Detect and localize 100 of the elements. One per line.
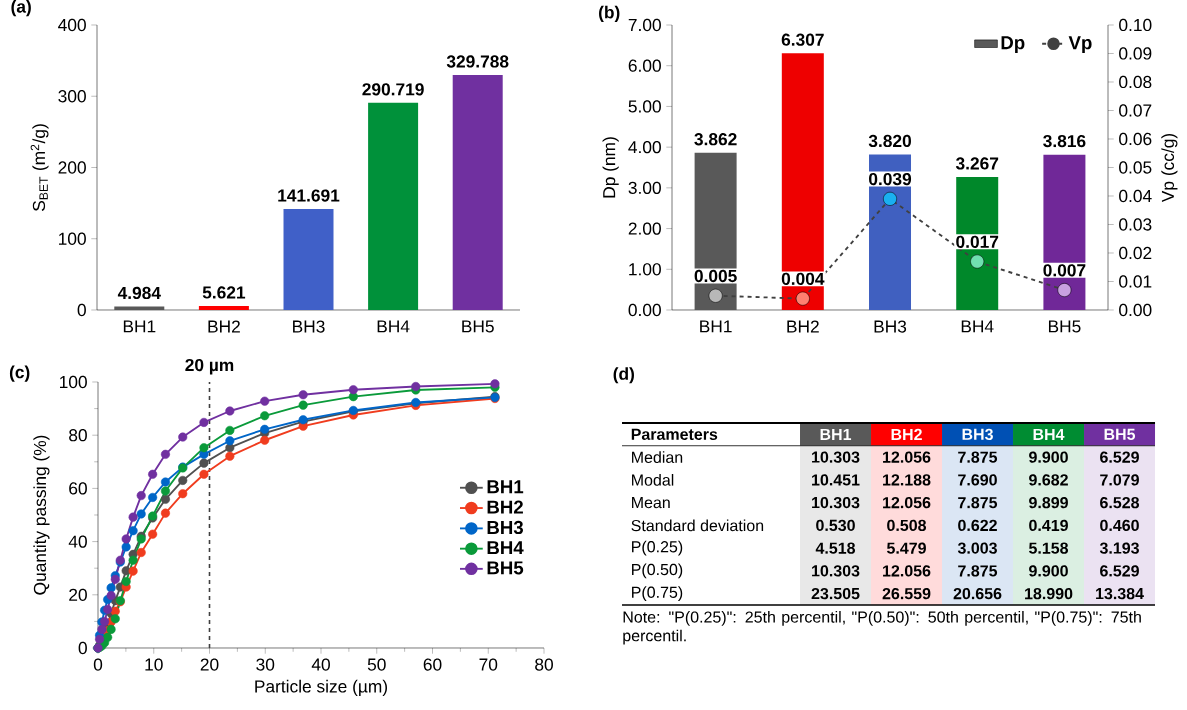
x-tick-label: 60 [423, 658, 442, 671]
y-tick-label: 0 [77, 303, 86, 317]
text: 7.690 [958, 474, 997, 486]
x-tick-label: BH5 [1048, 320, 1081, 333]
text: 12.056 [883, 451, 931, 463]
data-label: 4.984 [117, 286, 161, 300]
text: 6.529 [1100, 451, 1139, 463]
category-label: Standard deviation [631, 519, 764, 532]
x-tick-label: 30 [256, 658, 275, 671]
legend-label: Dp [1001, 36, 1025, 53]
text: 0.508 [887, 519, 927, 532]
x-tick-label: BH2 [787, 320, 819, 333]
text: 13.384 [1096, 587, 1144, 600]
x-tick-label: BH3 [874, 320, 907, 333]
text: 12.056 [883, 496, 931, 509]
text: 7.875 [958, 565, 998, 577]
category-label: P(0.25) [632, 540, 683, 556]
x-tick-label: BH4 [961, 320, 994, 333]
text: 9.682 [1029, 474, 1068, 486]
y2-tick-label: 0.03 [1119, 218, 1152, 231]
y2-tick-label: 0.01 [1119, 275, 1152, 288]
text: 10.303 [812, 496, 860, 509]
y-tick-label: 1.00 [629, 263, 661, 276]
text: 0.622 [958, 519, 997, 532]
y-axis-title: Dp (nm) [602, 137, 619, 198]
category-label: BH2 [891, 428, 922, 440]
x-tick-label: BH3 [293, 320, 325, 333]
y-tick-label: 5.00 [628, 100, 661, 113]
text: 9.900 [1029, 451, 1068, 463]
text: 3.193 [1099, 542, 1139, 554]
y-tick-label: 20 [69, 588, 87, 601]
y-tick-label: 80 [69, 429, 87, 442]
text: 0.530 [816, 519, 855, 532]
chart-title: (a) [11, 0, 31, 17]
data-label: 0.039 [869, 172, 912, 186]
legend-label: BH2 [487, 500, 523, 514]
y2-tick-label: 0.05 [1119, 161, 1152, 174]
data-label: 3.267 [955, 157, 999, 170]
y-tick-label: 4.00 [628, 141, 661, 154]
x-tick-label: BH1 [123, 320, 156, 333]
data-label: 0.007 [1043, 264, 1086, 277]
text: 6.528 [1100, 496, 1140, 509]
x-tick-label: 10 [145, 658, 163, 671]
data-label: 290.719 [362, 83, 424, 96]
y2-axis-title: Vp (cc/g) [1161, 133, 1178, 203]
y2-tick-label: 0.04 [1119, 189, 1152, 203]
y-tick-label: 60 [69, 482, 87, 495]
text: 3.003 [957, 542, 997, 554]
x-tick-label: 80 [535, 658, 553, 671]
data-label: 3.862 [694, 133, 737, 146]
chart-title: (c) [9, 365, 30, 382]
x-tick-label: 70 [479, 658, 498, 671]
text: (d) [613, 367, 634, 384]
data-label: 6.307 [781, 33, 824, 46]
x-tick-label: BH4 [377, 320, 410, 333]
x-tick-label: 20 [200, 658, 219, 671]
data-label: 0.004 [781, 272, 825, 285]
y2-tick-label: 0.10 [1119, 18, 1152, 32]
y-tick-label: 2.00 [628, 222, 661, 235]
data-label: 3.816 [1043, 134, 1086, 148]
x-tick-label: 50 [367, 658, 386, 671]
y-axis-title: Quantity passing (%) [33, 435, 50, 595]
text: 9.899 [1029, 496, 1068, 509]
y-tick-label: 100 [60, 375, 87, 389]
category-label: BH1 [820, 428, 852, 440]
y-tick-label: 0 [78, 641, 87, 655]
text: 26.559 [882, 587, 931, 600]
y-tick-label: 0.00 [628, 303, 661, 317]
text: 9.900 [1029, 565, 1068, 577]
data-label: 141.691 [278, 189, 340, 202]
y-axis-title: S$_{BET}$ (m$^{2}$/g) [30, 124, 49, 211]
y-tick-label: 400 [58, 18, 86, 32]
legend-label: BH3 [487, 520, 524, 535]
legend-label: Vp [1068, 36, 1092, 53]
text: 7.875 [958, 451, 998, 463]
data-label: 0.017 [956, 235, 999, 248]
data-label: 329.788 [446, 55, 509, 68]
text: 0.460 [1100, 519, 1139, 532]
text: 7.875 [958, 496, 998, 509]
y2-tick-label: 0.00 [1119, 303, 1152, 317]
category-label: BH4 [1033, 428, 1065, 440]
ref-line-label: 20 µm [185, 358, 234, 375]
data-label: 5.621 [202, 286, 246, 299]
data-label: 0.005 [694, 269, 737, 283]
y-tick-label: 7.00 [628, 18, 661, 32]
text: Parameters [631, 428, 718, 440]
y-tick-label: 300 [58, 90, 86, 103]
category-label: BH5 [1104, 428, 1136, 440]
text: 10.303 [812, 451, 860, 463]
text: 7.079 [1100, 474, 1139, 486]
x-tick-label: 0 [93, 658, 103, 671]
y-tick-label: 40 [68, 535, 87, 548]
category-label: Mean [632, 497, 670, 509]
data-label: 3.820 [868, 134, 911, 148]
legend-label: BH1 [487, 480, 524, 494]
x-tick-label: BH5 [462, 320, 494, 333]
legend-label: BH5 [487, 561, 524, 575]
legend-label: BH4 [487, 541, 524, 555]
chart-title: (b) [599, 5, 620, 22]
text: 23.505 [811, 587, 860, 600]
